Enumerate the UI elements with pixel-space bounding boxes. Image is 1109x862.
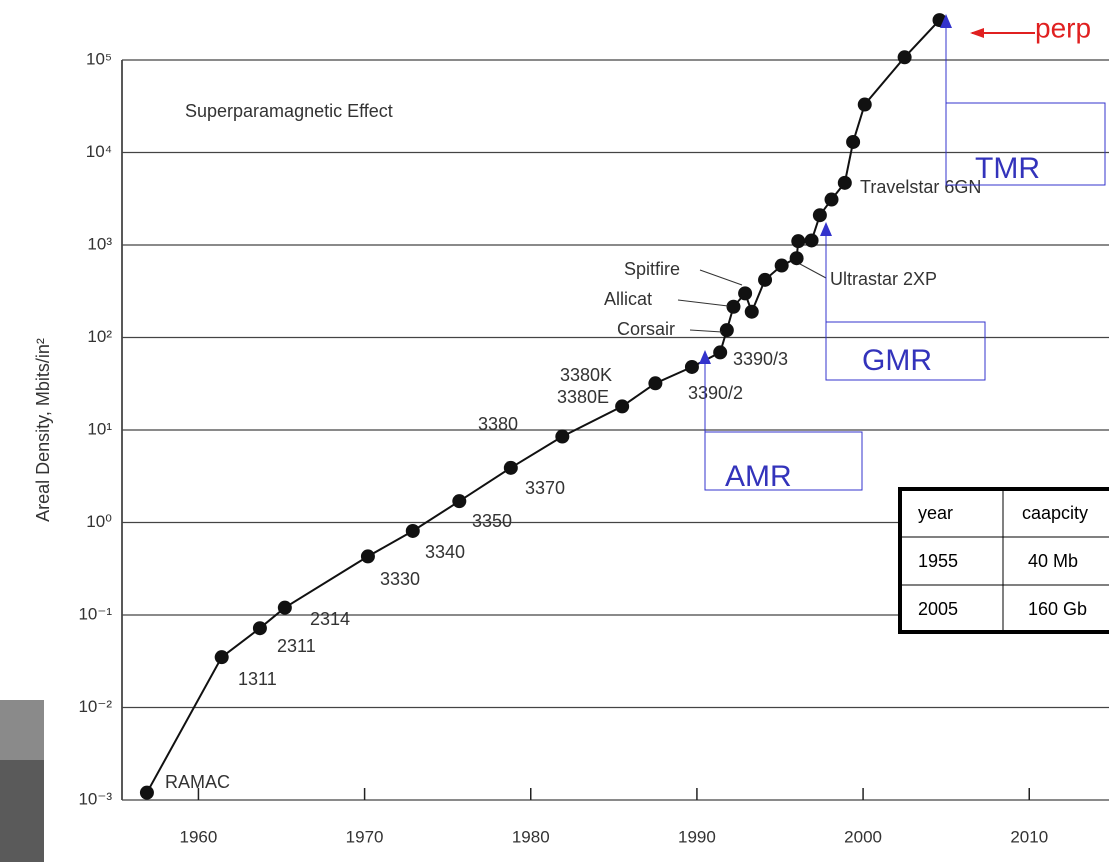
- callouts: AMR GMR TMR perp: [699, 12, 1106, 493]
- leader-line: [689, 329, 723, 333]
- data-point: [684, 359, 699, 374]
- tmr-arrowhead: [940, 14, 952, 28]
- table-header: caapcity: [1022, 503, 1088, 523]
- data-point: [791, 234, 806, 249]
- point-label: Ultrastar 2XP: [830, 269, 937, 289]
- point-label: 1311: [238, 669, 277, 689]
- point-label: RAMAC: [165, 772, 230, 792]
- data-point: [837, 175, 852, 190]
- x-tick-label: 2010: [1010, 827, 1048, 846]
- data-point: [405, 523, 420, 538]
- point-label: Allicat: [604, 289, 652, 309]
- leader-line: [699, 269, 743, 286]
- data-point: [738, 286, 753, 301]
- data-point: [774, 258, 789, 273]
- data-point: [846, 134, 861, 149]
- point-label: 3390/2: [688, 383, 743, 403]
- y-tick-label: 10¹: [87, 419, 112, 438]
- table-cell: 1955: [918, 551, 958, 571]
- y-tick-label: 10³: [87, 234, 112, 253]
- point-label: 3380: [478, 414, 518, 434]
- photo-fragment-shade: [0, 760, 44, 862]
- x-tick-label: 1990: [678, 827, 716, 846]
- capacity-table: year caapcity 1955 40 Mb 2005 160 Gb: [898, 487, 1109, 634]
- y-tick-label: 10⁻²: [78, 697, 112, 716]
- data-point: [252, 621, 267, 636]
- point-label: Travelstar 6GN: [860, 177, 981, 197]
- table-cell: 40 Mb: [1028, 551, 1078, 571]
- gmr-arrowhead: [820, 222, 832, 236]
- data-point: [897, 50, 912, 65]
- point-label: 3350: [472, 511, 512, 531]
- data-point: [857, 97, 872, 112]
- data-point: [726, 299, 741, 314]
- y-tick-label: 10⁰: [86, 512, 112, 531]
- x-tick-label: 2000: [844, 827, 882, 846]
- point-label: 3330: [380, 569, 420, 589]
- data-point: [214, 650, 229, 665]
- data-point: [555, 429, 570, 444]
- point-label: 3380K: [560, 365, 612, 385]
- amr-arrowhead: [699, 350, 711, 364]
- gmr-label: GMR: [862, 344, 932, 377]
- amr-label: AMR: [725, 460, 792, 493]
- data-point: [139, 785, 154, 800]
- data-point: [719, 323, 734, 338]
- data-point: [758, 272, 773, 287]
- point-label: 3340: [425, 542, 465, 562]
- point-label: 2311: [277, 636, 316, 656]
- leader-line: [677, 299, 729, 307]
- x-tick-label: 1980: [512, 827, 550, 846]
- point-label: 3390/3: [733, 349, 788, 369]
- data-point: [804, 233, 819, 248]
- amr-box: [704, 431, 863, 491]
- data-point: [503, 460, 518, 475]
- tmr-label: TMR: [975, 152, 1040, 185]
- data-point: [789, 251, 804, 266]
- table-cell: 2005: [918, 599, 958, 619]
- y-axis-title: Areal Density, Mbits/in²: [33, 338, 53, 522]
- leader-line: [799, 263, 827, 279]
- data-point: [615, 399, 630, 414]
- y-tick-label: 10⁻¹: [78, 604, 112, 623]
- table-cell: 160 Gb: [1028, 599, 1087, 619]
- point-label: 2314: [310, 609, 350, 629]
- data-point: [452, 494, 467, 509]
- y-tick-label: 10⁵: [86, 49, 112, 68]
- x-tick-label: 1970: [346, 827, 384, 846]
- perp-label: perp: [1035, 12, 1091, 43]
- y-tick-label: 10⁻³: [78, 789, 112, 808]
- point-label: 3370: [525, 478, 565, 498]
- y-tick-label: 10²: [87, 327, 112, 346]
- y-tick-label: 10⁴: [86, 142, 112, 161]
- x-tick-label: 1960: [180, 827, 218, 846]
- table-frame: [898, 487, 1109, 634]
- annotation: Superparamagnetic Effect: [185, 101, 393, 121]
- tmr-box: [945, 102, 1106, 186]
- data-point: [277, 600, 292, 615]
- point-label: 3380E: [557, 387, 609, 407]
- data-point: [744, 304, 759, 319]
- data-point: [713, 345, 728, 360]
- point-label: Corsair: [617, 319, 675, 339]
- data-point: [648, 376, 663, 391]
- perp-arrowhead: [970, 28, 984, 38]
- point-label: Spitfire: [624, 259, 680, 279]
- table-header: year: [918, 503, 953, 523]
- data-point: [824, 192, 839, 207]
- gmr-box: [825, 321, 986, 381]
- data-point: [812, 208, 827, 223]
- data-point: [360, 549, 375, 564]
